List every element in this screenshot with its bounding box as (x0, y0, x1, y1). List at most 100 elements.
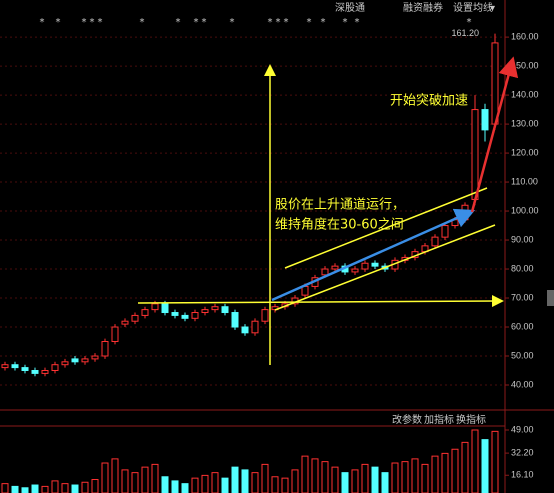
toolbar-item[interactable]: 换指标 (456, 413, 486, 426)
volume-bar (291, 469, 299, 493)
volume-tick-label: 49.00 (511, 424, 534, 434)
candle-body (141, 309, 149, 316)
scroll-handle[interactable] (547, 290, 554, 306)
candle-body (41, 370, 49, 374)
candle-body (251, 320, 259, 334)
candle-body (1, 364, 9, 369)
volume-bar (81, 481, 89, 493)
candle-body (71, 358, 79, 363)
candle-body (431, 236, 439, 247)
event-marker: * (56, 17, 61, 28)
candle-body (191, 312, 199, 319)
y-tick-label: 50.00 (511, 350, 534, 360)
trend-arrow (271, 208, 476, 302)
candle-body (101, 341, 109, 357)
y-tick-label: 70.00 (511, 292, 534, 302)
volume-bar (21, 487, 29, 493)
volume-bar (371, 466, 379, 493)
toolbar-item[interactable]: 融资融券 (403, 1, 443, 14)
volume-bar (121, 469, 129, 493)
volume-bar (231, 466, 239, 493)
candle-body (201, 309, 209, 314)
candle-body (171, 312, 179, 316)
candle-body (331, 265, 339, 270)
volume-bar (201, 474, 209, 493)
y-tick-label: 90.00 (511, 234, 534, 244)
volume-bar (11, 485, 19, 493)
candle-body (481, 109, 489, 131)
event-marker: * (202, 17, 207, 28)
volume-bar (41, 485, 49, 493)
volume-bar (391, 462, 399, 493)
volume-bar (331, 466, 339, 493)
event-marker: * (268, 17, 273, 28)
volume-bar (111, 458, 119, 493)
volume-bar (51, 480, 59, 493)
candle-body (21, 367, 29, 372)
volume-bar (221, 477, 229, 493)
volume-bar (441, 452, 449, 493)
volume-bar (271, 476, 279, 493)
candle-body (351, 268, 359, 273)
volume-bar (211, 472, 219, 493)
max-price-label: 161.20 (451, 28, 479, 38)
event-marker: * (98, 17, 103, 28)
event-marker: * (343, 17, 348, 28)
toolbar-item[interactable]: 深股通 (335, 2, 365, 14)
volume-bar (321, 461, 329, 493)
candle-body (121, 320, 129, 325)
candle-body (221, 306, 229, 314)
volume-bar (361, 463, 369, 493)
candle-body (491, 42, 499, 125)
candle-body (241, 326, 249, 334)
volume-bar (431, 455, 439, 493)
event-marker: * (467, 17, 472, 28)
candle-body (471, 109, 479, 200)
y-tick-label: 100.00 (511, 205, 539, 215)
candle-body (91, 355, 99, 360)
volume-bar (401, 461, 409, 493)
event-marker: * (307, 17, 312, 28)
candle-body (211, 306, 219, 311)
volume-bar (31, 484, 39, 493)
volume-bar (261, 463, 269, 493)
volume-tick-label: 32.20 (511, 447, 534, 457)
event-marker: * (284, 17, 289, 28)
candle-body (61, 361, 69, 366)
volume-bar (451, 448, 459, 493)
volume-bar (281, 477, 289, 493)
y-tick-label: 130.00 (511, 118, 539, 128)
y-tick-label: 120.00 (511, 147, 539, 157)
volume-tick-label: 16.10 (511, 470, 534, 480)
candle-body (461, 204, 469, 221)
volume-bar (381, 472, 389, 493)
volume-bar (481, 439, 489, 493)
candle-body (151, 303, 159, 311)
volume-bar (411, 458, 419, 493)
event-marker: * (82, 17, 87, 28)
annotation: 开始突破加速 (390, 93, 468, 109)
volume-bar (351, 469, 359, 493)
volume-bar (161, 476, 169, 493)
volume-bar (61, 483, 69, 493)
y-tick-label: 150.00 (511, 60, 539, 70)
candle-body (111, 326, 119, 343)
dropdown-icon[interactable]: ▾ (490, 3, 495, 14)
support-arrow (137, 295, 504, 308)
volume-bar (471, 429, 479, 493)
volume-bar (341, 472, 349, 493)
volume-bar (191, 477, 199, 493)
y-tick-label: 80.00 (511, 263, 534, 273)
volume-bar (251, 472, 259, 493)
toolbar-item[interactable]: 改参数 (392, 413, 422, 426)
toolbar-item[interactable]: 加指标 (424, 413, 454, 426)
volume-bar (311, 458, 319, 493)
volume-bar (491, 430, 499, 493)
candle-body (361, 262, 369, 270)
toolbar-item[interactable]: 设置均线 (453, 1, 493, 14)
event-marker: * (140, 17, 145, 28)
candle-body (11, 364, 19, 369)
volume-bar (71, 484, 79, 493)
volume-bar (181, 483, 189, 493)
